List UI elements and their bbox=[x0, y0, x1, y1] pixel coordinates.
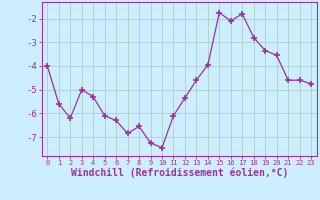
X-axis label: Windchill (Refroidissement éolien,°C): Windchill (Refroidissement éolien,°C) bbox=[70, 168, 288, 178]
